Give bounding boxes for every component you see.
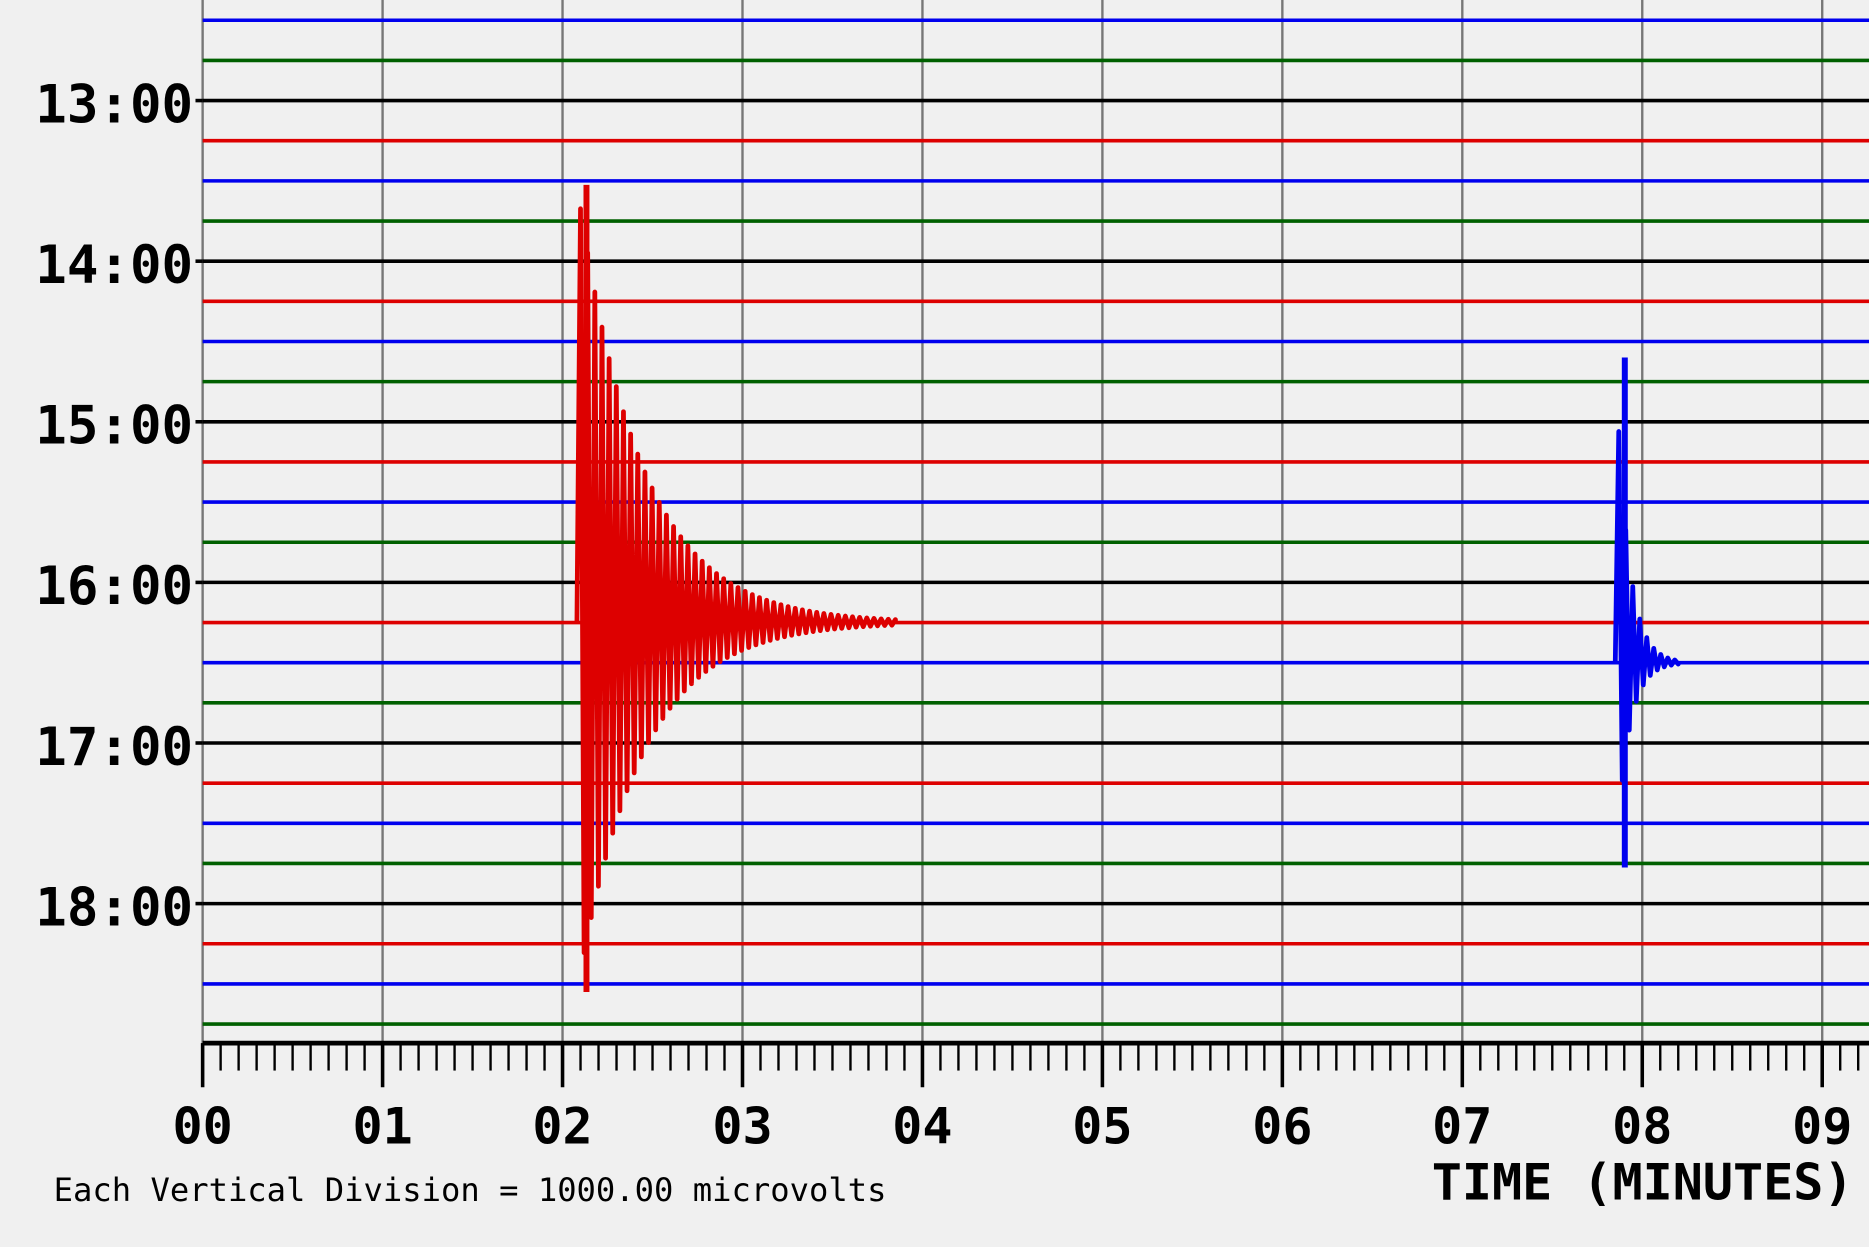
x-tick-label: 05 xyxy=(1072,1098,1132,1156)
y-tick-label: 18:00 xyxy=(35,877,193,938)
x-tick-label: 06 xyxy=(1252,1098,1312,1156)
x-axis-label: TIME (MINUTES) xyxy=(1432,1154,1854,1212)
y-tick-label: 16:00 xyxy=(35,556,193,617)
y-tick-label: 17:00 xyxy=(35,717,193,778)
x-tick-label: 09 xyxy=(1792,1098,1852,1156)
scale-note: Each Vertical Division = 1000.00 microvo… xyxy=(54,1171,887,1209)
x-tick-label: 07 xyxy=(1432,1098,1492,1156)
y-tick-label: 15:00 xyxy=(35,396,193,457)
event-waveform xyxy=(574,206,898,956)
y-tick-label: 14:00 xyxy=(35,235,193,296)
y-tick-label: 13:00 xyxy=(35,74,193,135)
x-tick-label: 04 xyxy=(892,1098,952,1156)
x-tick-label: 00 xyxy=(173,1098,233,1156)
x-tick-label: 08 xyxy=(1612,1098,1672,1156)
x-tick-label: 02 xyxy=(532,1098,592,1156)
x-tick-label: 01 xyxy=(352,1098,412,1156)
x-tick-label: 03 xyxy=(712,1098,772,1156)
